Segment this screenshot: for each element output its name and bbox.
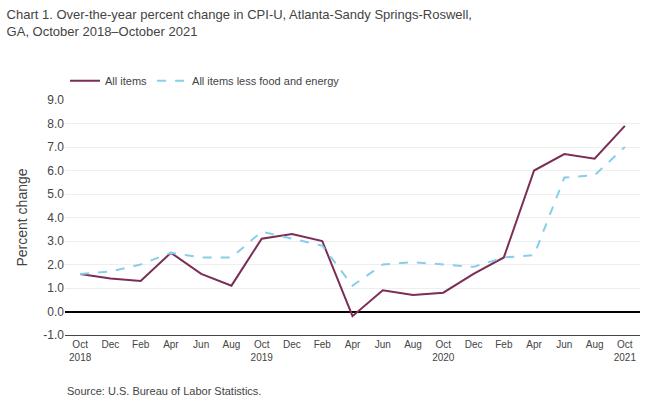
svg-text:-1.0: -1.0 <box>43 328 64 342</box>
svg-text:Feb: Feb <box>132 339 150 350</box>
svg-text:2.0: 2.0 <box>47 258 64 272</box>
svg-text:5.0: 5.0 <box>47 187 64 201</box>
svg-text:0.0: 0.0 <box>47 305 64 319</box>
svg-text:Aug: Aug <box>586 339 604 350</box>
svg-text:8.0: 8.0 <box>47 117 64 131</box>
svg-text:Feb: Feb <box>495 339 513 350</box>
svg-text:Oct2021: Oct2021 <box>614 339 637 363</box>
svg-text:Apr: Apr <box>163 339 179 350</box>
svg-text:6.0: 6.0 <box>47 164 64 178</box>
svg-text:Dec: Dec <box>101 339 119 350</box>
svg-text:3.0: 3.0 <box>47 234 64 248</box>
svg-text:4.0: 4.0 <box>47 211 64 225</box>
svg-text:Jun: Jun <box>375 339 391 350</box>
svg-text:Dec: Dec <box>283 339 301 350</box>
svg-text:Feb: Feb <box>314 339 332 350</box>
svg-text:Source: U.S. Bureau of Labor S: Source: U.S. Bureau of Labor Statistics. <box>67 385 261 397</box>
svg-text:Jun: Jun <box>556 339 572 350</box>
svg-text:Aug: Aug <box>404 339 422 350</box>
svg-text:Chart 1. Over-the-year percent: Chart 1. Over-the-year percent change in… <box>7 7 472 39</box>
svg-text:Percent change: Percent change <box>14 168 30 266</box>
svg-text:9.0: 9.0 <box>47 93 64 107</box>
svg-text:Apr: Apr <box>526 339 542 350</box>
svg-text:Apr: Apr <box>345 339 361 350</box>
svg-text:7.0: 7.0 <box>47 140 64 154</box>
svg-text:1.0: 1.0 <box>47 281 64 295</box>
svg-text:Oct2019: Oct2019 <box>251 339 274 363</box>
svg-text:All items less food and energy: All items less food and energy <box>192 75 339 87</box>
svg-text:All items: All items <box>105 75 147 87</box>
svg-text:Oct2018: Oct2018 <box>69 339 92 363</box>
svg-text:Aug: Aug <box>223 339 241 350</box>
svg-text:Jun: Jun <box>193 339 209 350</box>
svg-text:Dec: Dec <box>465 339 483 350</box>
svg-text:Oct2020: Oct2020 <box>432 339 455 363</box>
